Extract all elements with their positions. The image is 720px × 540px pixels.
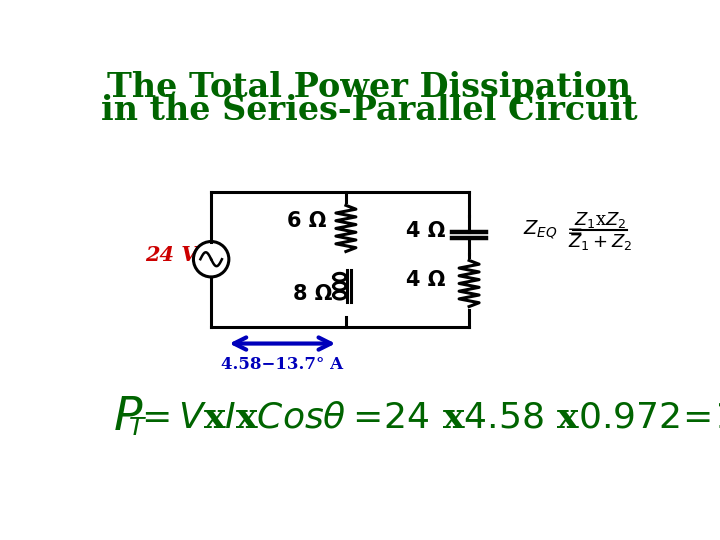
Text: $=$: $=$ <box>563 221 583 239</box>
Text: 8 Ω: 8 Ω <box>292 284 332 304</box>
Text: $\mathit{P}$: $\mathit{P}$ <box>113 394 144 441</box>
Text: 24 V: 24 V <box>145 245 197 265</box>
Text: $Z_1$x$Z_2$: $Z_1$x$Z_2$ <box>574 211 626 231</box>
Text: 6 Ω: 6 Ω <box>287 211 327 231</box>
Text: in the Series-Parallel Circuit: in the Series-Parallel Circuit <box>101 94 637 127</box>
Text: $Z_1 + Z_2$: $Z_1 + Z_2$ <box>568 232 632 252</box>
Text: $= \mathit{V}$x$\mathit{I}$x$\mathit{Cos\theta}$$=\!24$ x$4.58$ x$0.972\!=\!107\: $= \mathit{V}$x$\mathit{I}$x$\mathit{Cos… <box>134 401 720 435</box>
Text: $\mathit{T}$: $\mathit{T}$ <box>128 416 147 440</box>
Text: 4 Ω: 4 Ω <box>407 221 446 241</box>
Text: $Z_{EQ}$: $Z_{EQ}$ <box>523 219 557 241</box>
Text: The Total Power Dissipation: The Total Power Dissipation <box>107 71 631 104</box>
Text: 4.58−13.7° A: 4.58−13.7° A <box>221 356 343 373</box>
Text: 4 Ω: 4 Ω <box>407 269 446 289</box>
